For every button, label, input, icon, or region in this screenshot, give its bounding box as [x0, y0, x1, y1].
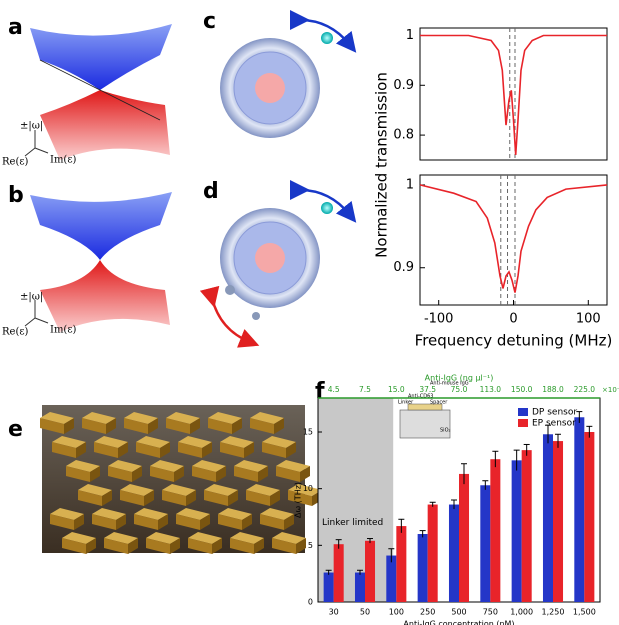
- bar: [386, 556, 396, 602]
- legend-swatch: [518, 419, 528, 427]
- panel-label: a: [8, 15, 23, 40]
- bar: [480, 485, 490, 602]
- axis-label: Re(ε): [2, 327, 29, 338]
- x-tick-label: 500: [451, 608, 466, 617]
- y-tick-label: 0.8: [393, 128, 414, 143]
- annotation: Linker limited: [322, 518, 383, 528]
- bar: [553, 441, 563, 602]
- top-tick-label: 188.0: [542, 385, 564, 394]
- lower-band: [40, 260, 170, 332]
- y-tick-label: 0.9: [393, 260, 414, 275]
- inset-label: SiO₂: [440, 428, 451, 434]
- line: [420, 36, 607, 156]
- y-axis-label: Δω (THz): [294, 482, 303, 518]
- axis-label: Re(ε): [2, 157, 29, 168]
- y-tick-label: 0: [308, 598, 313, 607]
- panel-label: b: [8, 183, 24, 208]
- x-tick-label: 750: [483, 608, 498, 617]
- x-tick-label: 100: [389, 608, 404, 617]
- y-tick-label: 10: [303, 484, 313, 493]
- x-axis-label: Anti-IgG concentration (nM): [403, 620, 514, 625]
- legend-label: DP sensor: [532, 408, 577, 418]
- upper-band: [30, 192, 172, 260]
- inset-label: Linker: [398, 400, 414, 406]
- upper-band: [30, 24, 172, 90]
- x-tick-label: 100: [576, 312, 601, 327]
- x-tick-label: -100: [424, 312, 454, 327]
- x-tick-label: 250: [420, 608, 435, 617]
- panel-label: e: [8, 417, 23, 442]
- bar: [574, 417, 584, 602]
- bar: [396, 526, 406, 602]
- x-tick-label: 30: [329, 608, 339, 617]
- shaded-region: [318, 398, 393, 602]
- legend-swatch: [518, 408, 528, 416]
- top-tick-label: 15.0: [388, 385, 405, 394]
- top-tick-label: 37.5: [419, 385, 436, 394]
- top-tick-label: 113.0: [480, 385, 502, 394]
- page: {"panel_labels":["a","b","c","d","e","f"…: [0, 0, 619, 625]
- y-axis-label: Normalized transmission: [373, 72, 391, 258]
- line: [420, 185, 607, 293]
- top-tick-label: 4.5: [328, 385, 340, 394]
- top-tick-label: 7.5: [359, 385, 371, 394]
- bar: [543, 434, 553, 602]
- legend-label: EP sensor: [532, 419, 576, 429]
- bar: [355, 573, 365, 602]
- panel-label: d: [203, 179, 219, 204]
- multiplier: ×10⁻³: [602, 386, 619, 394]
- bar: [584, 432, 594, 602]
- x-tick-label: 1,000: [510, 608, 533, 617]
- axis-label: Im(ε): [50, 155, 77, 166]
- resonator: [220, 20, 350, 138]
- bar: [512, 460, 522, 602]
- x-tick-label: 0: [509, 312, 517, 327]
- y-tick-label: 1: [406, 28, 414, 43]
- y-tick-label: 1: [406, 177, 414, 192]
- resonator: [212, 190, 350, 342]
- axis-label: ±|ω|: [20, 292, 43, 303]
- top-axis-label: Anti-IgG (ng µl⁻¹): [425, 374, 494, 383]
- bar: [324, 573, 334, 602]
- top-tick-label: 225.0: [574, 385, 596, 394]
- bar: [490, 459, 500, 602]
- axis-label: ±|ω|: [20, 121, 43, 132]
- axis-label: Im(ε): [50, 325, 77, 336]
- y-tick-label: 15: [303, 428, 313, 437]
- figure: ±|ω| Re(ε) Im(ε) ±|ω| Re(ε) Im(ε) Anti-C…: [0, 0, 619, 625]
- bar: [428, 505, 438, 602]
- plot-frame: [420, 28, 607, 160]
- inset-label: Spacer: [430, 400, 448, 406]
- panel-label: c: [203, 9, 216, 34]
- x-tick-label: 50: [360, 608, 370, 617]
- bar: [449, 505, 459, 602]
- lower-band: [40, 90, 170, 160]
- bar: [459, 474, 469, 602]
- bar: [365, 541, 375, 602]
- x-axis-label: Frequency detuning (MHz): [415, 332, 613, 350]
- bar: [334, 544, 344, 602]
- top-tick-label: 150.0: [511, 385, 533, 394]
- bar: [522, 450, 532, 602]
- y-tick-label: 5: [308, 541, 313, 550]
- y-tick-label: 0.9: [393, 78, 414, 93]
- top-tick-label: 75.0: [451, 385, 468, 394]
- x-tick-label: 1,500: [573, 608, 596, 617]
- x-tick-label: 1,250: [542, 608, 565, 617]
- bar: [418, 534, 428, 602]
